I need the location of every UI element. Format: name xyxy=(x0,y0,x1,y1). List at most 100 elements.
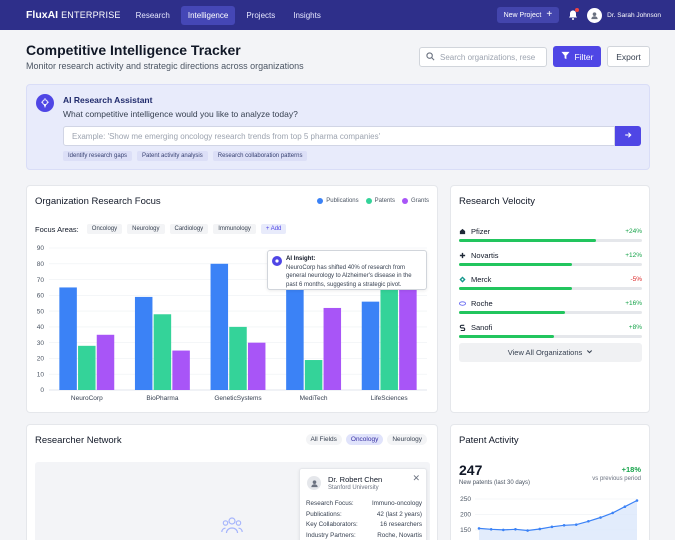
patent-point xyxy=(599,516,602,519)
new-project-button[interactable]: New Project + xyxy=(496,7,560,23)
patent-point xyxy=(611,511,614,515)
network-filter-all[interactable]: All Fields xyxy=(305,434,342,445)
y-tick-label: 10 xyxy=(37,371,45,378)
legend-item-publications: Publications xyxy=(317,198,359,204)
assistant-send-button[interactable] xyxy=(615,126,641,146)
y-tick-label: 70 xyxy=(37,277,45,284)
velocity-progress-fill xyxy=(459,311,566,314)
focus-tag-cardiology[interactable]: Cardiology xyxy=(169,224,209,234)
legend-label: Grants xyxy=(410,198,429,204)
velocity-progress-track xyxy=(459,311,642,314)
patent-point xyxy=(526,529,529,532)
focus-tag-immunology[interactable]: Immunology xyxy=(213,224,256,234)
network-filters: All Fields Oncology Neurology xyxy=(305,434,427,445)
assistant-query-input[interactable] xyxy=(63,126,615,146)
close-icon[interactable]: ✕ xyxy=(412,473,420,483)
velocity-org: Merck xyxy=(459,275,491,284)
patent-point xyxy=(550,525,554,529)
velocity-change: -5% xyxy=(630,275,642,283)
velocity-progress-fill xyxy=(459,239,597,242)
patent-point xyxy=(489,527,493,531)
researcher-avatar xyxy=(307,476,321,490)
detail-row: Key Collaborators: 16 researchers xyxy=(306,521,422,532)
nav-link-insights[interactable]: Insights xyxy=(293,10,321,20)
y-tick-label: 20 xyxy=(37,356,45,363)
bar-patents-biopharma xyxy=(153,314,172,390)
detail-label: Research Focus: xyxy=(306,500,354,507)
legend-dot xyxy=(365,198,372,204)
user-avatar xyxy=(587,7,603,23)
search-icon xyxy=(426,51,435,63)
page-subtitle: Monitor research activity and strategic … xyxy=(26,61,304,71)
x-tick-label: MediTech xyxy=(300,395,328,402)
suggestion-chip[interactable]: Identify research gaps xyxy=(63,151,133,161)
detail-label: Industry Partners: xyxy=(306,531,356,539)
focus-tag-neurology[interactable]: Neurology xyxy=(127,224,165,234)
velocity-change: +12% xyxy=(625,251,642,259)
velocity-title: Research Velocity xyxy=(459,196,536,207)
focus-tag-oncology[interactable]: Oncology xyxy=(86,224,123,234)
research-focus-bar-chart: 0 10 20 30 40 50 60 70 80 90 NeuroCorp BioPharma Gen… xyxy=(37,245,427,402)
bar-publications-neurocorp xyxy=(59,287,77,390)
brand-logo[interactable]: FluxAI ENTERPRISE xyxy=(26,9,121,21)
suggestion-chip[interactable]: Patent activity analysis xyxy=(137,151,208,161)
velocity-row-pfizer[interactable]: Pfizer +24% xyxy=(459,226,642,242)
brand-name: FluxAI xyxy=(26,9,59,21)
velocity-row-roche[interactable]: Roche +16% xyxy=(459,298,642,314)
patent-trend-chart: 150 200 250 xyxy=(460,496,639,540)
export-button[interactable]: Export xyxy=(607,46,650,67)
search-input[interactable] xyxy=(440,52,545,62)
y-tick-label: 40 xyxy=(37,324,45,331)
velocity-progress-track xyxy=(459,287,642,290)
nav-link-intelligence[interactable]: Intelligence xyxy=(180,5,236,25)
velocity-change: +16% xyxy=(625,299,642,307)
user-menu[interactable]: Dr. Sarah Johnson xyxy=(587,7,661,23)
bar-publications-geneticsystems xyxy=(210,263,229,390)
velocity-org: Sanofi xyxy=(459,323,492,332)
detail-value: 42 (last 2 years) xyxy=(376,510,422,518)
filter-icon xyxy=(560,51,570,62)
detail-row: Research Focus: Immuno-oncology xyxy=(306,500,422,511)
notifications-bell-icon[interactable] xyxy=(567,8,580,21)
sanofi-icon xyxy=(459,324,466,331)
network-title: Researcher Network xyxy=(35,435,122,446)
velocity-row-novartis[interactable]: Novartis +12% xyxy=(459,250,642,266)
filter-button[interactable]: Filter xyxy=(553,46,601,67)
network-filter-oncology[interactable]: Oncology xyxy=(345,434,384,445)
legend-item-patents: Patents xyxy=(365,198,395,204)
insight-text: NeuroCorp has shifted 40% of research fr… xyxy=(286,264,412,288)
bar-patents-neurocorp xyxy=(78,345,96,390)
y-tick-label: 250 xyxy=(460,496,471,503)
org-focus-card: Organization Research Focus Publications… xyxy=(26,185,438,413)
y-tick-label: 50 xyxy=(37,308,45,315)
patent-change: +18% xyxy=(621,465,641,474)
lightbulb-icon xyxy=(36,94,54,112)
page-title: Competitive Intelligence Tracker xyxy=(26,42,241,58)
patent-change-label: vs previous period xyxy=(592,476,641,482)
detail-value: Roche, Novartis xyxy=(377,531,422,539)
y-tick-label: 30 xyxy=(37,340,45,347)
people-group-icon xyxy=(221,516,243,536)
velocity-row-sanofi[interactable]: Sanofi +8% xyxy=(459,322,642,338)
velocity-row-merck[interactable]: Merck -5% xyxy=(459,274,642,290)
patent-activity-card: Patent Activity 247 New patents (last 30… xyxy=(450,424,650,540)
add-focus-button[interactable]: + Add xyxy=(260,224,287,234)
patent-point xyxy=(538,527,542,531)
nav-link-research[interactable]: Research xyxy=(135,10,170,20)
velocity-change: +8% xyxy=(628,323,642,331)
view-all-organizations-button[interactable]: View All Organizations xyxy=(459,343,642,362)
bar-grants-biopharma xyxy=(172,350,190,390)
suggestion-chip[interactable]: Research collaboration patterns xyxy=(212,151,308,161)
velocity-progress-track xyxy=(459,335,642,338)
org-focus-title: Organization Research Focus xyxy=(35,196,161,207)
top-nav: FluxAI ENTERPRISE Research Intelligence … xyxy=(0,0,675,30)
patent-point xyxy=(514,527,517,531)
patent-point xyxy=(587,519,590,523)
patent-area xyxy=(479,500,637,540)
y-tick-label: 150 xyxy=(460,527,471,534)
merck-icon xyxy=(459,275,466,283)
network-filter-neurology[interactable]: Neurology xyxy=(387,434,427,445)
nav-link-projects[interactable]: Projects xyxy=(246,10,276,20)
patent-line xyxy=(478,499,638,532)
velocity-org-name: Pfizer xyxy=(471,226,491,236)
